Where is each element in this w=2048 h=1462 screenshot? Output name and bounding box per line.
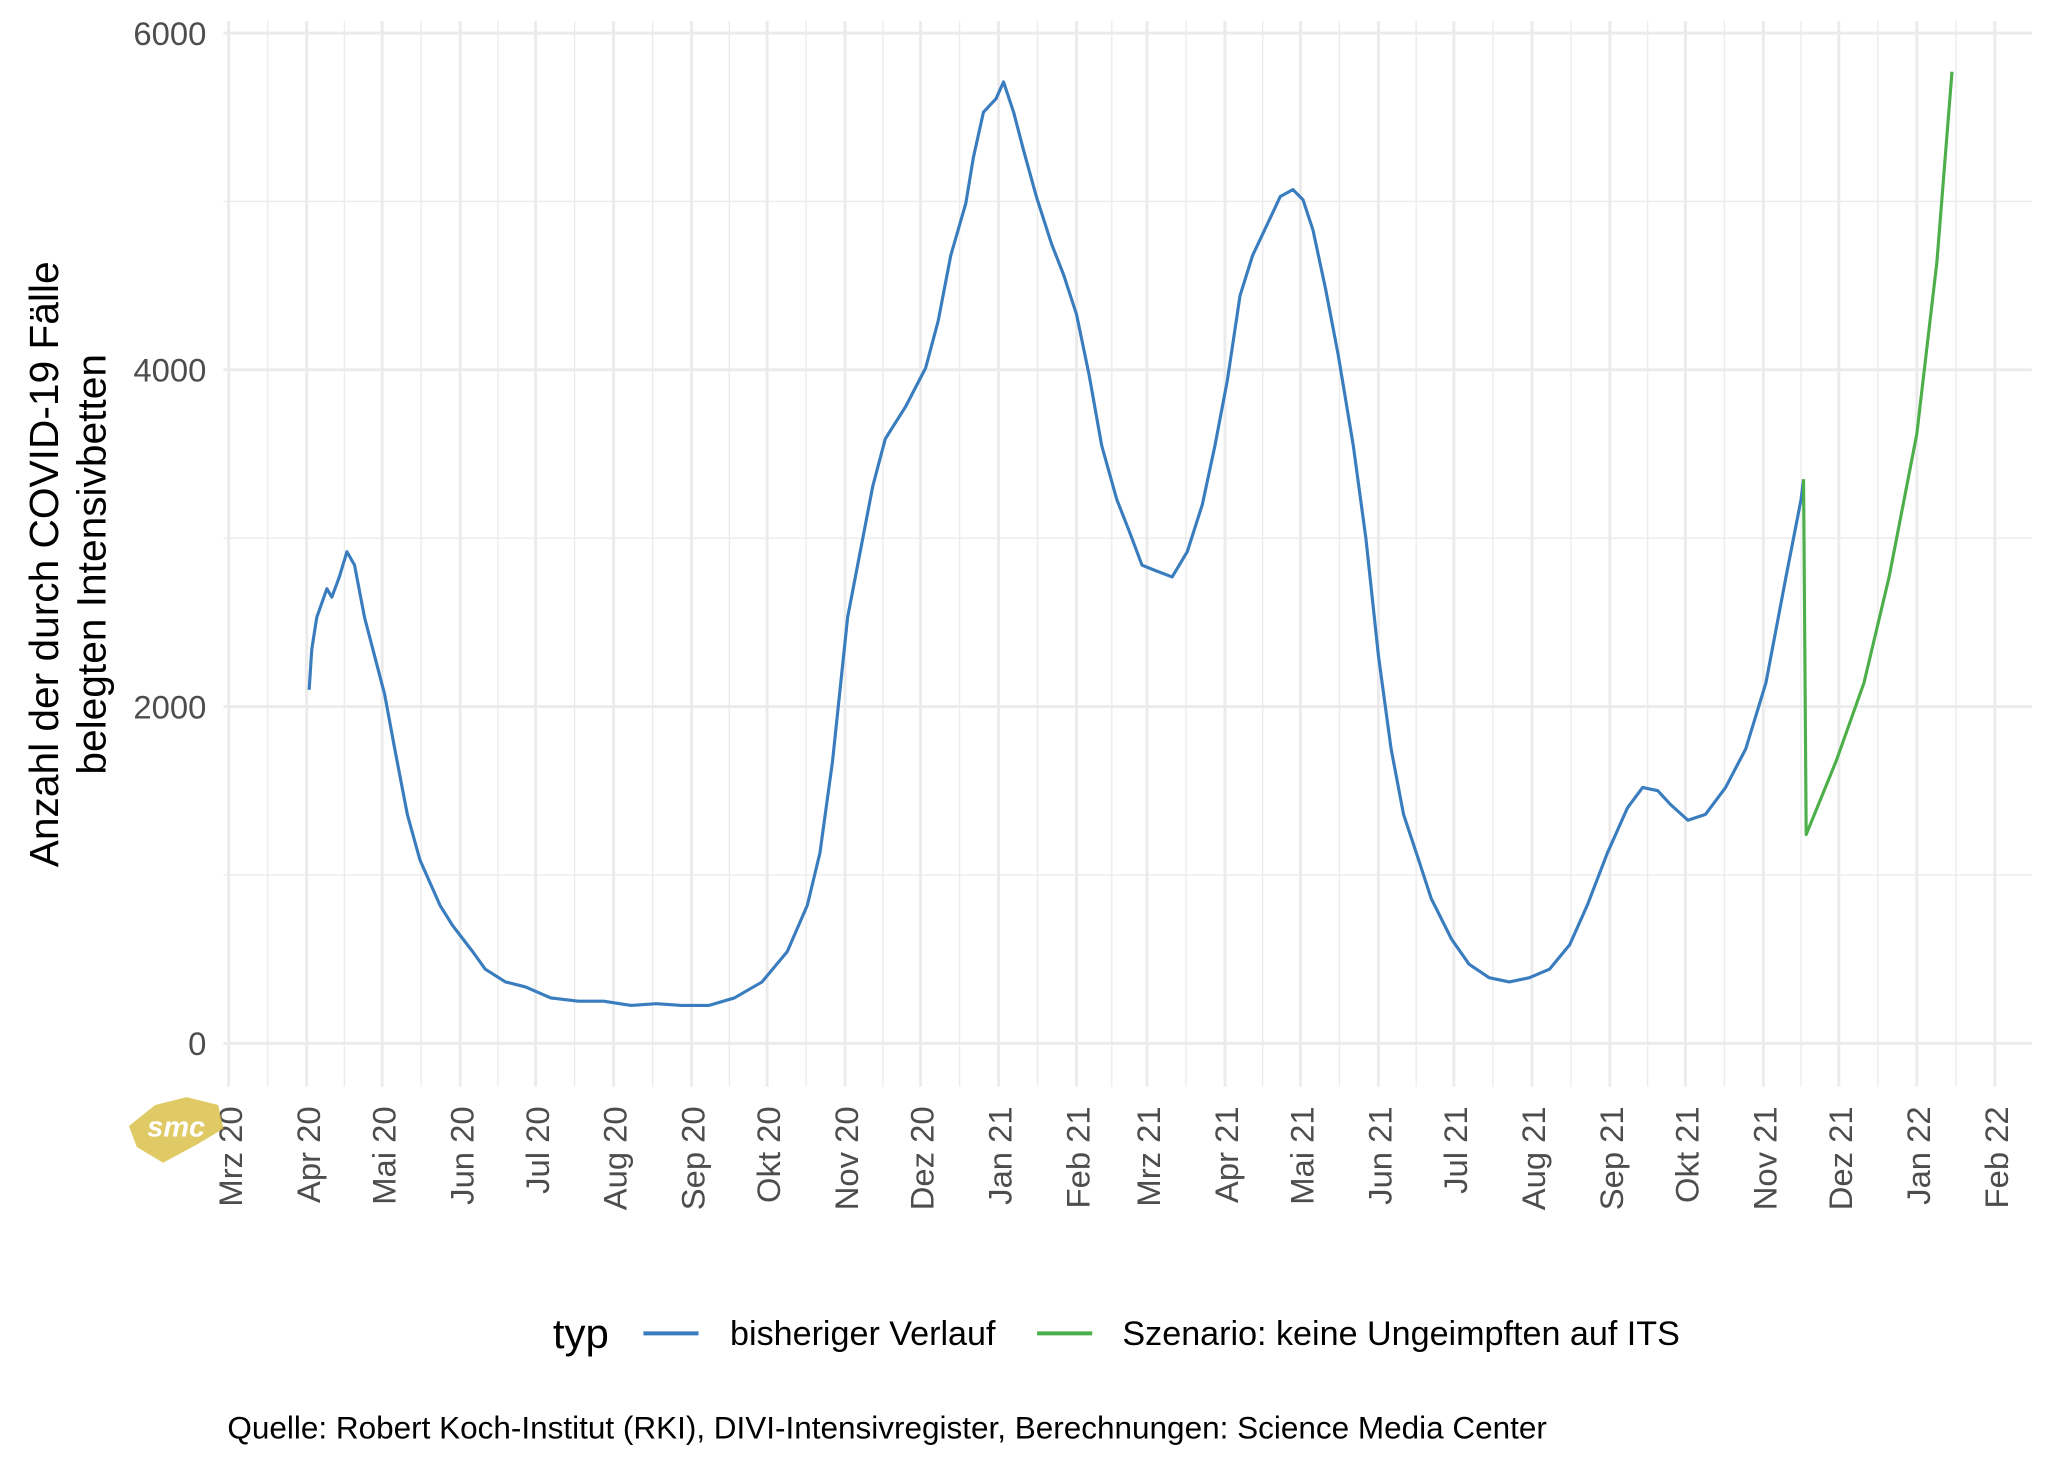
- x-tick-label: Jun 21: [1362, 1106, 1399, 1204]
- grid: [223, 20, 2032, 1087]
- x-tick-label: Dez 21: [1822, 1106, 1859, 1210]
- caption: Quelle: Robert Koch-Institut (RKI), DIVI…: [227, 1409, 1546, 1445]
- x-tick-label: Apr 21: [1208, 1106, 1245, 1203]
- series-line-bisheriger-verlauf: [307, 80, 1806, 1007]
- legend-title: typ: [553, 1310, 609, 1357]
- x-tick-label: Sep 21: [1593, 1106, 1630, 1210]
- smc-logo: smc: [128, 1097, 224, 1163]
- x-tick-label: Jul 20: [519, 1106, 556, 1194]
- x-tick-label: Mai 20: [365, 1106, 402, 1204]
- y-axis-title-line-1: Anzahl der durch COVID-19 Fälle: [21, 261, 67, 867]
- x-tick-label: Nov 21: [1746, 1106, 1783, 1210]
- y-tick-label: 4000: [133, 352, 206, 389]
- series-line-szenario: [1801, 71, 1954, 837]
- x-tick-label: Mai 21: [1284, 1106, 1321, 1204]
- x-axis: Mrz 20 Apr 20 Mai 20 Jun 20 Jul 20 Aug 20 Sep …: [212, 1106, 2015, 1210]
- legend-label-szenario: Szenario: keine Ungeimpften auf ITS: [1122, 1315, 1679, 1353]
- x-tick-label: Apr 20: [290, 1106, 327, 1203]
- x-tick-label: Feb 21: [1060, 1106, 1097, 1208]
- x-tick-label: Nov 20: [828, 1106, 865, 1210]
- y-axis: 0 2000 4000 6000: [133, 15, 206, 1062]
- x-tick-label: Jan 21: [982, 1106, 1019, 1204]
- x-tick-label: Feb 22: [1978, 1106, 2015, 1208]
- x-tick-label: Okt 20: [750, 1106, 787, 1203]
- x-tick-label: Dez 20: [904, 1106, 941, 1210]
- y-tick-label: 2000: [133, 688, 206, 725]
- x-tick-label: Jul 21: [1437, 1106, 1474, 1194]
- smc-logo-text: smc: [147, 1112, 205, 1144]
- y-tick-label: 6000: [133, 15, 206, 52]
- y-axis-title: Anzahl der durch COVID-19 Fälle belegten…: [21, 261, 114, 867]
- x-tick-label: Jan 22: [1900, 1106, 1937, 1204]
- x-tick-label: Mrz 21: [1130, 1106, 1167, 1206]
- x-tick-label: Okt 21: [1668, 1106, 1705, 1203]
- y-tick-label: 0: [188, 1025, 206, 1062]
- x-tick-label: Sep 20: [675, 1106, 712, 1210]
- legend-label-bisheriger-verlauf: bisheriger Verlauf: [730, 1315, 996, 1353]
- legend: typ bisheriger Verlauf Szenario: keine U…: [553, 1310, 1680, 1357]
- x-tick-label: Aug 21: [1515, 1106, 1552, 1210]
- series-lines: [307, 71, 1954, 1007]
- x-tick-label: Aug 20: [597, 1106, 634, 1210]
- x-tick-label: Jun 20: [443, 1106, 480, 1204]
- y-axis-title-line-2: belegten Intensivbetten: [68, 354, 114, 775]
